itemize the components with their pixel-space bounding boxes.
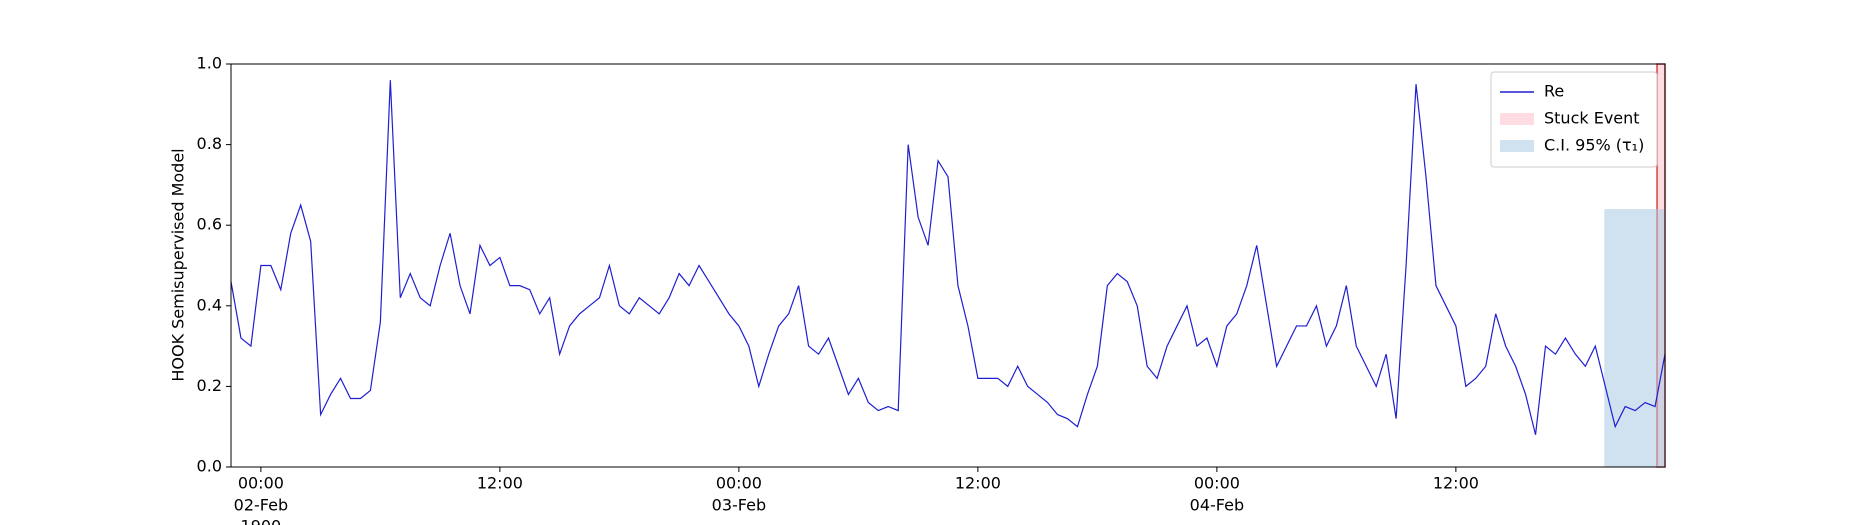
y-tick-label: 0.8 xyxy=(197,134,222,153)
x-tick-label: 12:00 xyxy=(955,474,1001,493)
legend-swatch xyxy=(1500,113,1534,125)
x-tick-label: 12:00 xyxy=(1433,474,1479,493)
x-tick-date: 04-Feb xyxy=(1190,496,1244,515)
x-tick-date: 02-Feb xyxy=(234,496,288,515)
y-tick-label: 1.0 xyxy=(197,54,222,73)
y-axis-label: HOOK Semisupervised Model xyxy=(169,148,188,381)
x-tick-label: 00:00 xyxy=(238,474,284,493)
region xyxy=(1604,209,1665,467)
x-tick-label: 00:00 xyxy=(1194,474,1240,493)
legend-label: Stuck Event xyxy=(1544,109,1640,128)
y-tick-label: 0.0 xyxy=(197,457,222,476)
legend-swatch xyxy=(1500,140,1534,152)
data-line xyxy=(230,80,1666,435)
y-tick-label: 0.2 xyxy=(197,376,222,395)
x-tick-label: 12:00 xyxy=(477,474,523,493)
x-tick-year: 1900 xyxy=(241,517,282,525)
x-tick-label: 00:00 xyxy=(716,474,762,493)
legend-label: Re xyxy=(1544,82,1564,101)
x-tick-date: 03-Feb xyxy=(712,496,766,515)
y-tick-label: 0.6 xyxy=(197,215,222,234)
y-tick-label: 0.4 xyxy=(197,295,222,314)
plot-frame xyxy=(230,63,1666,468)
legend-label: C.I. 95% (τ₁) xyxy=(1544,136,1644,155)
